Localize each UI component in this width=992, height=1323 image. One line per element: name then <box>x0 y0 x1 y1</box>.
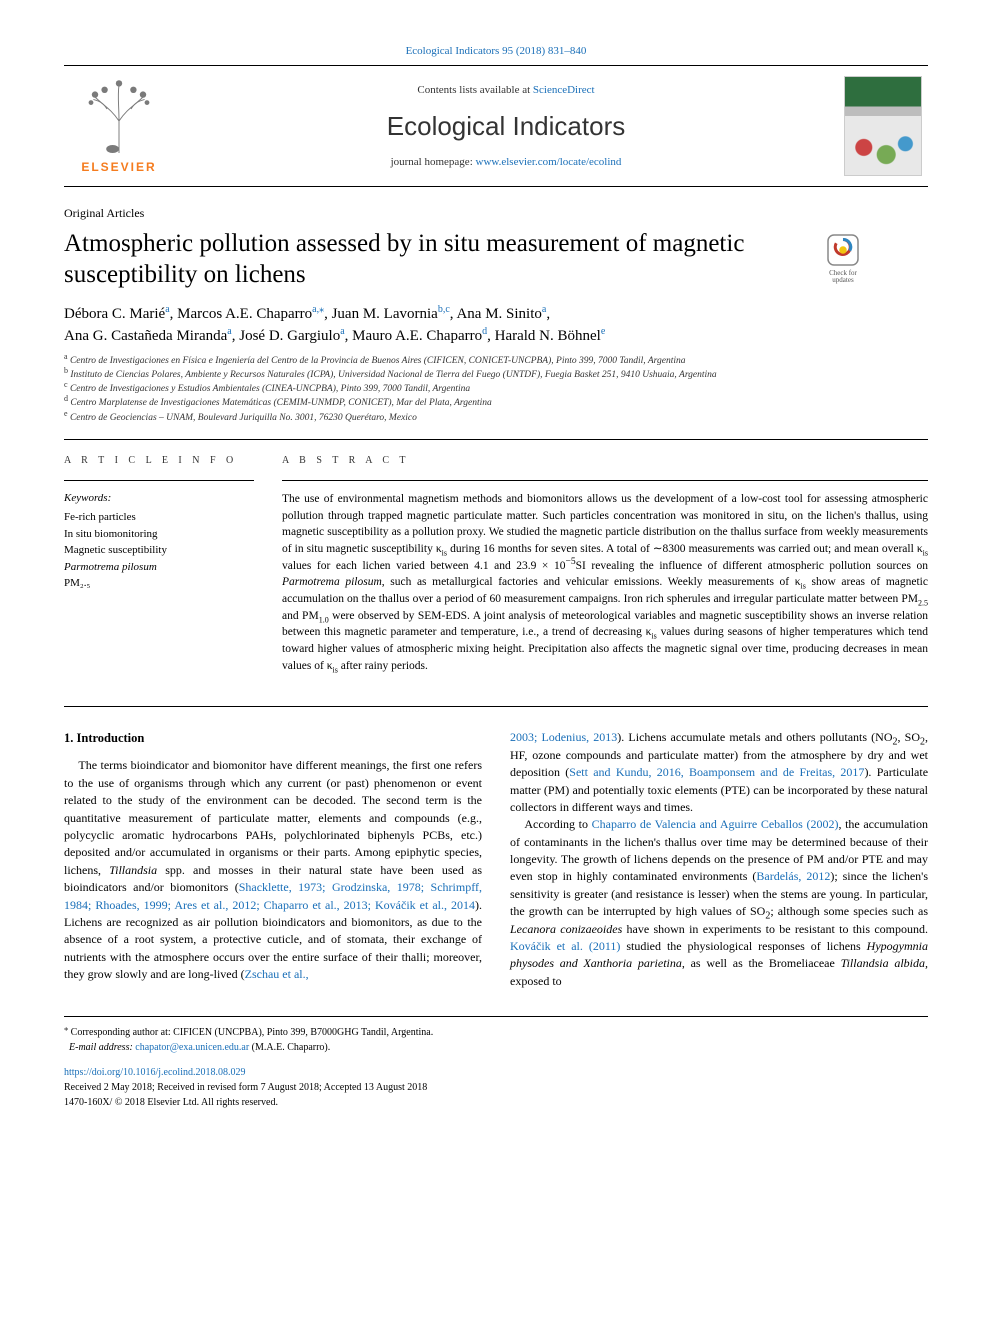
ref-zschau[interactable]: Zschau et al., <box>245 967 309 981</box>
left-column: 1. Introduction The terms bioindicator a… <box>64 729 482 990</box>
header-center: Contents lists available at ScienceDirec… <box>174 76 838 176</box>
keyword-1: Fe-rich particles <box>64 509 254 526</box>
body-columns: 1. Introduction The terms bioindicator a… <box>64 706 928 990</box>
affiliation-d: Centro Marplatense de Investigaciones Ma… <box>70 398 491 408</box>
updates-label: Check for updates <box>822 270 864 284</box>
affiliation-b: Instituto de Ciencias Polares, Ambiente … <box>70 370 716 380</box>
right-column: 2003; Lodenius, 2013). Lichens accumulat… <box>510 729 928 990</box>
journal-cover-thumbnail <box>844 76 922 176</box>
issn-copyright: 1470-160X/ © 2018 Elsevier Ltd. All righ… <box>64 1095 928 1110</box>
author-4: Ana M. Sinito <box>456 306 541 322</box>
homepage-prefix: journal homepage: <box>391 156 476 168</box>
ref-chaparro-valencia[interactable]: Chaparro de Valencia and Aguirre Ceballo… <box>592 817 839 831</box>
author-8: Harald N. Böhnel <box>495 328 601 344</box>
author-3: Juan M. Lavornia <box>332 306 438 322</box>
article-info-head: A R T I C L E I N F O <box>64 454 254 468</box>
keyword-3: Magnetic susceptibility <box>64 542 254 559</box>
citation-line: Ecological Indicators 95 (2018) 831–840 <box>64 44 928 59</box>
article-info-abstract-row: A R T I C L E I N F O Keywords: Fe-rich … <box>64 439 928 674</box>
author-7: Mauro A.E. Chaparro <box>352 328 482 344</box>
ref-bardelas[interactable]: Bardelás, 2012 <box>756 869 830 883</box>
journal-homepage-line: journal homepage: www.elsevier.com/locat… <box>391 155 622 170</box>
corresponding-author: ⁎ Corresponding author at: CIFICEN (UNCP… <box>64 1025 928 1040</box>
section-1-head: 1. Introduction <box>64 729 482 747</box>
keywords-head: Keywords: <box>64 491 254 506</box>
author-1: Débora C. Marié <box>64 306 165 322</box>
email-link[interactable]: chapator@exa.unicen.edu.ar <box>135 1042 249 1053</box>
ref-kovacik[interactable]: Kováčik et al. (2011) <box>510 939 620 953</box>
affiliations: a Centro de Investigaciones en Física e … <box>64 354 928 425</box>
abstract-head: A B S T R A C T <box>282 454 928 468</box>
keyword-5: PM₂.₅ <box>64 575 254 592</box>
abstract-column: A B S T R A C T The use of environmental… <box>282 454 928 674</box>
elsevier-tree-icon <box>79 77 159 157</box>
journal-homepage-link[interactable]: www.elsevier.com/locate/ecolind <box>476 156 622 168</box>
citation-link[interactable]: Ecological Indicators 95 (2018) 831–840 <box>406 45 587 57</box>
email-line: E-mail address: chapator@exa.unicen.edu.… <box>64 1040 928 1055</box>
footer-block: ⁎ Corresponding author at: CIFICEN (UNCP… <box>64 1016 928 1110</box>
keyword-2: In situ biomonitoring <box>64 526 254 543</box>
author-6: José D. Gargiulo <box>239 328 340 344</box>
author-2: Marcos A.E. Chaparro <box>177 306 312 322</box>
journal-title: Ecological Indicators <box>387 108 625 144</box>
sciencedirect-link[interactable]: ScienceDirect <box>533 84 595 96</box>
keyword-4: Parmotrema pilosum <box>64 559 254 576</box>
author-3-aff: b,c <box>438 304 450 315</box>
contents-prefix: Contents lists available at <box>417 84 532 96</box>
article-type: Original Articles <box>64 205 928 222</box>
affiliation-e: Centro de Geociencias – UNAM, Boulevard … <box>70 413 417 423</box>
keywords-list: Fe-rich particles In situ biomonitoring … <box>64 509 254 592</box>
affiliation-c: Centro de Investigaciones y Estudios Amb… <box>70 384 470 394</box>
publisher-wordmark: ELSEVIER <box>81 159 156 176</box>
abstract-text: The use of environmental magnetism metho… <box>282 491 928 674</box>
cover-cell <box>838 76 928 176</box>
ref-zschau-cont[interactable]: 2003; Lodenius, 2013 <box>510 730 617 744</box>
author-5: Ana G. Castañeda Miranda <box>64 328 227 344</box>
updates-icon <box>825 232 861 268</box>
doi-link[interactable]: https://doi.org/10.1016/j.ecolind.2018.0… <box>64 1067 245 1078</box>
affiliation-a: Centro de Investigaciones en Física e In… <box>70 356 686 366</box>
check-updates-badge[interactable]: Check for updates <box>822 232 864 284</box>
journal-header: ELSEVIER Contents lists available at Sci… <box>64 65 928 187</box>
article-title: Atmospheric pollution assessed by in sit… <box>64 228 794 291</box>
author-list: Débora C. Mariéa, Marcos A.E. Chaparroa,… <box>64 303 928 348</box>
publisher-logo-cell: ELSEVIER <box>64 76 174 176</box>
received-line: Received 2 May 2018; Received in revised… <box>64 1080 928 1095</box>
article-info-column: A R T I C L E I N F O Keywords: Fe-rich … <box>64 454 254 674</box>
contents-available-line: Contents lists available at ScienceDirec… <box>417 83 594 98</box>
ref-sett[interactable]: Sett and Kundu, 2016, Boamponsem and de … <box>569 765 864 779</box>
author-8-aff: e <box>601 326 605 337</box>
